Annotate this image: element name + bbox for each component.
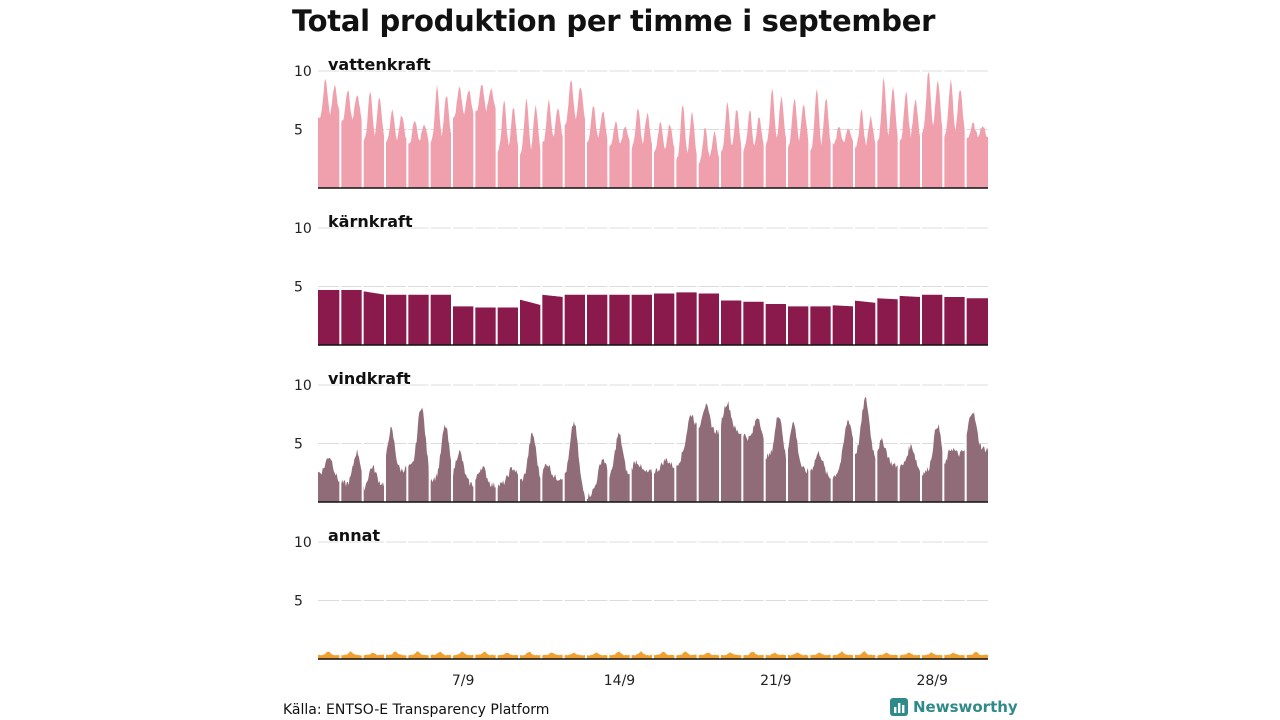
y-tick-label: 5 [294,280,303,296]
y-tick-label: 5 [294,594,303,610]
series-area-vattenkraft [318,71,988,188]
y-tick-label: 10 [294,64,312,80]
newsworthy-logo-icon [890,698,908,716]
y-tick-label: 10 [294,378,312,394]
panel-label-kärnkraft: kärnkraft [328,212,413,231]
y-tick-label: 10 [294,221,312,237]
chart-title: Total produktion per timme i september [292,4,936,38]
series-area-vindkraft [318,397,988,502]
brand: Newsworthy [890,698,1018,716]
source-note: Källa: ENTSO-E Transparency Platform [283,702,550,718]
x-tick-label: 14/9 [604,673,635,689]
x-tick-label: 28/9 [916,673,947,689]
y-tick-label: 5 [294,437,303,453]
x-tick-label: 7/9 [452,673,475,689]
brand-name: Newsworthy [913,698,1018,716]
panel-label-vindkraft: vindkraft [328,369,411,388]
y-tick-label: 5 [294,123,303,139]
panel-label-vattenkraft: vattenkraft [328,55,431,74]
y-tick-label: 10 [294,535,312,551]
panel-label-annat: annat [328,526,380,545]
x-tick-label: 21/9 [760,673,791,689]
